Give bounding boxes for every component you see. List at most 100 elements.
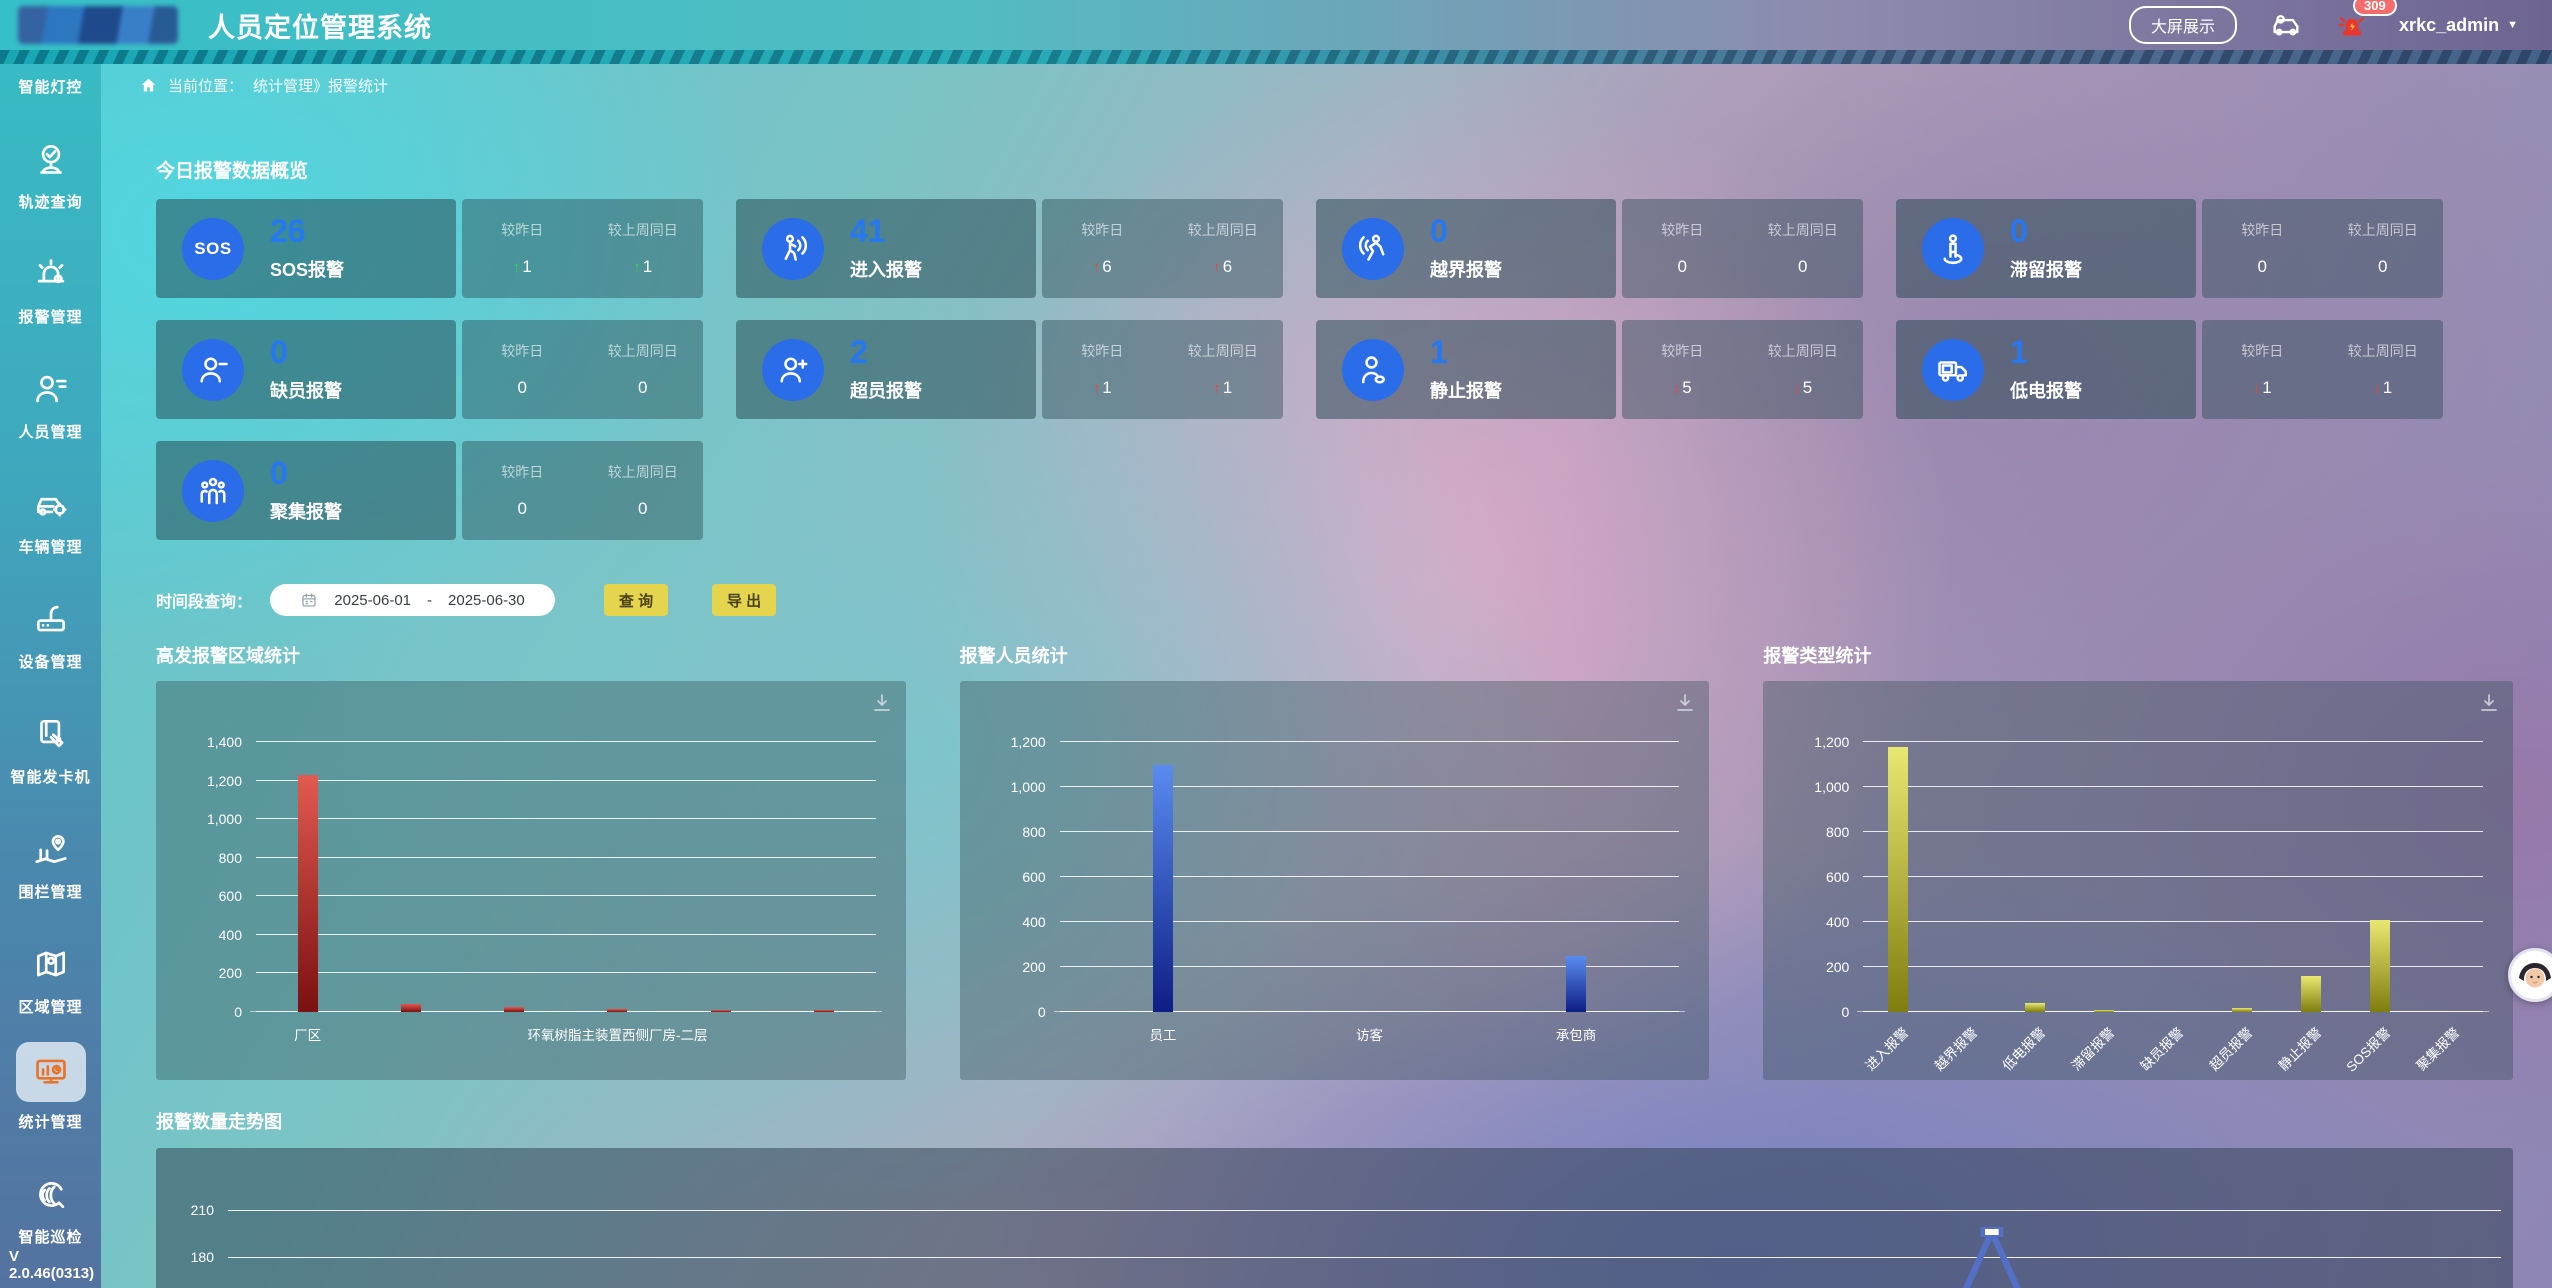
stat-card-compare: 较昨日 0 较上周同日 0	[2202, 199, 2443, 298]
x-axis-label: 访客	[1356, 1028, 1383, 1043]
stat-card-compare: 较昨日 ↑ 1 较上周同日 ↑ 1	[1042, 320, 1283, 419]
compare-value: 0	[638, 499, 648, 518]
alarm-notification-icon[interactable]: 309	[2335, 0, 2397, 42]
stat-card-main: 41 进入报警	[736, 199, 1036, 298]
chart-personnel-title: 报警人员统计	[959, 646, 1068, 666]
y-tick-label: 0	[1841, 1004, 1850, 1020]
sidebar-item-3[interactable]: 人员管理	[0, 340, 101, 455]
compare-col: 较昨日 0	[462, 441, 583, 540]
x-axis-label: 员工	[1149, 1028, 1177, 1043]
y-tick-label: 800	[1825, 824, 1850, 840]
sidebar-item-7[interactable]: 围栏管理	[0, 800, 101, 915]
gridline	[228, 1210, 2501, 1211]
compare-header: 较上周同日	[607, 222, 678, 238]
breadcrumb: 当前位置： 统计管理》报警统计	[139, 64, 2513, 106]
y-tick-label: 800	[218, 849, 242, 866]
arrow-up-icon: ↑	[1092, 258, 1101, 276]
download-icon[interactable]	[870, 691, 894, 715]
compare-value: ↑ 1	[633, 257, 653, 276]
vehicle-monitor-icon[interactable]	[2267, 8, 2305, 42]
stat-card-main: 0 越界报警	[1316, 199, 1616, 298]
big-screen-button[interactable]: 大屏展示	[2129, 6, 2238, 44]
bar	[297, 774, 318, 1012]
stat-value: 0	[1430, 213, 1448, 249]
arrow-down-icon: ↓	[2373, 379, 2381, 397]
compare-header: 较昨日	[1081, 222, 1124, 238]
chart-type-title: 报警类型统计	[1763, 646, 1872, 666]
version-label: V 2.0.46(0313)	[9, 1248, 95, 1282]
track-icon	[28, 136, 74, 182]
stat-label: 滞留报警	[2010, 260, 2082, 280]
sidebar-item-4[interactable]: 车辆管理	[0, 455, 101, 570]
export-button[interactable]: 导 出	[712, 584, 777, 616]
sidebar-item-5[interactable]: 设备管理	[0, 570, 101, 685]
sidebar-item-1[interactable]: 轨迹查询	[0, 110, 101, 225]
compare-header: 较上周同日	[2347, 343, 2418, 359]
arrow-up-icon: ↑	[512, 258, 521, 276]
sidebar-item-8[interactable]: 区域管理	[0, 915, 101, 1030]
sos-icon: SOS	[182, 217, 244, 280]
compare-col: 较昨日 ↓ 1	[2202, 320, 2323, 419]
compare-value: ↓ 1	[2373, 378, 2393, 397]
search-button[interactable]: 查 询	[604, 584, 669, 616]
gridline: 400	[1826, 914, 2484, 930]
bar	[2094, 1009, 2115, 1012]
siren-icon	[28, 251, 74, 297]
gridline: 800	[1826, 824, 2484, 840]
y-tick-label: 1,200	[206, 772, 242, 789]
arrow-down-icon: ↓	[2252, 379, 2261, 397]
plot-area: 1,200 1,000 800 600 400 200 0 进入报警 越界报警 低电报警 滞留报警缺…	[1814, 734, 2490, 1075]
device-icon	[28, 596, 74, 642]
gridline: 600	[1022, 869, 1680, 885]
y-tick-label: 1,200	[1010, 734, 1046, 750]
compare-value: 0	[1677, 257, 1687, 276]
date-range-input[interactable]: 2025-06-01 - 2025-06-30	[270, 584, 556, 616]
notification-badge[interactable]: 309	[2353, 0, 2397, 16]
stat-card-compare: 较昨日 0 较上周同日 0	[1622, 199, 1863, 298]
bar	[2369, 919, 2390, 1012]
stat-label: 越界报警	[1430, 260, 1502, 280]
compare-value: 0	[2257, 257, 2267, 276]
sidebar-item-6[interactable]: 智能发卡机	[0, 685, 101, 800]
gridline: 1,000	[207, 811, 876, 827]
user-menu[interactable]: xrkc_admin ▼	[2399, 15, 2518, 36]
assistant-avatar-button[interactable]	[2508, 948, 2552, 1002]
download-icon[interactable]	[2477, 691, 2501, 715]
calendar-icon	[300, 591, 318, 609]
stat-card-3: 0 滞留报警 较昨日 0 较上周同日 0	[1896, 199, 2443, 298]
chart-trend-title: 报警数量走势图	[156, 1112, 282, 1132]
stat-label: 静止报警	[1430, 381, 1502, 401]
stat-card-main: SOS 26 SOS报警	[156, 199, 456, 298]
sidebar-item-9[interactable]: 统计管理	[0, 1030, 101, 1145]
y-tick-label: 800	[1022, 824, 1046, 840]
chevron-down-icon: ▼	[2507, 19, 2518, 31]
person-plus-icon	[762, 338, 824, 401]
stat-value: 1	[2010, 334, 2028, 370]
compare-col: 较昨日 ↑ 1	[462, 199, 583, 298]
bar	[2300, 976, 2321, 1012]
end-date: 2025-06-30	[448, 591, 525, 609]
card-machine-icon	[28, 711, 74, 757]
stat-card-compare: 较昨日 ↑ 1 较上周同日 ↑ 1	[462, 199, 703, 298]
time-query-row: 时间段查询： 2025-06-01 - 2025-06-30 查 询 导 出	[156, 584, 2513, 616]
stat-card-main: 1 低电报警	[1896, 320, 2196, 419]
sidebar-item-label: 报警管理	[18, 309, 83, 326]
x-axis-label: 越界报警	[1931, 1024, 1981, 1074]
gridline: 1,400	[207, 734, 876, 750]
compare-header: 较昨日	[1661, 222, 1704, 238]
arrow-up-icon: ↑	[1213, 258, 1221, 276]
compare-value: 0	[517, 378, 527, 397]
home-icon[interactable]	[139, 76, 158, 95]
sidebar-item-10[interactable]: 智能巡检	[0, 1145, 101, 1260]
compare-header: 较上周同日	[2347, 222, 2418, 238]
compare-col: 较上周同日 ↑ 1	[1163, 320, 1284, 419]
y-tick-label: 600	[1022, 869, 1046, 885]
y-tick-label: 200	[218, 965, 242, 982]
sidebar-item-label: 统计管理	[18, 1114, 83, 1131]
time-query-label: 时间段查询：	[156, 594, 253, 611]
sidebar-item-2[interactable]: 报警管理	[0, 225, 101, 340]
download-icon[interactable]	[1673, 691, 1697, 715]
sidebar-item-label: 智能巡检	[18, 1229, 83, 1246]
main-content: 当前位置： 统计管理》报警统计 今日报警数据概览 SOS 26 SOS报警 较昨日 ↑ 1…	[101, 64, 2552, 1288]
compare-value: ↑ 1	[1213, 378, 1233, 397]
